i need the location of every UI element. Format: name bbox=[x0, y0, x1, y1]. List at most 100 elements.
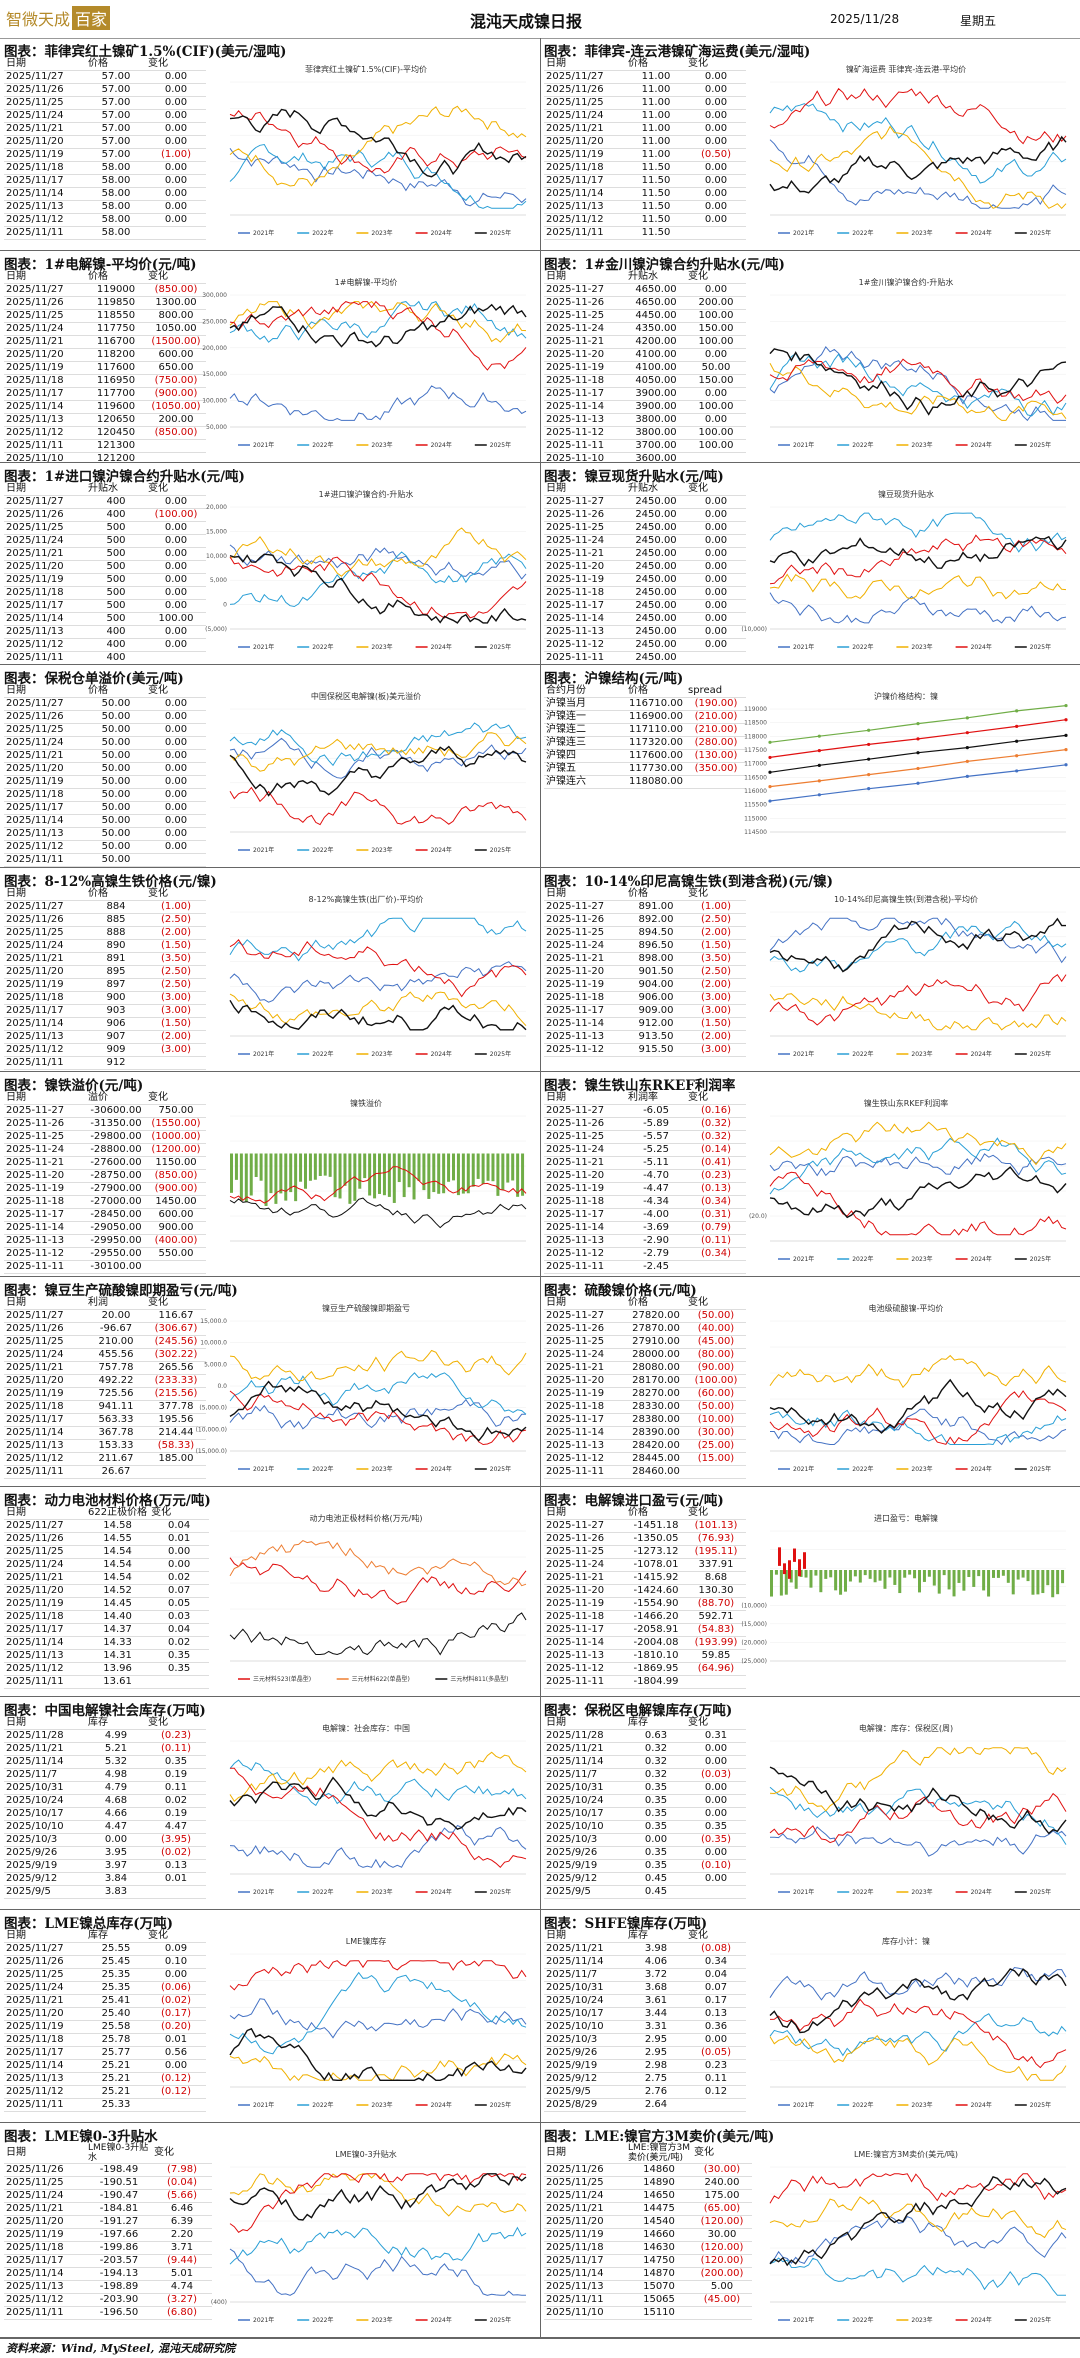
cell-label: 2025-11-14 bbox=[544, 612, 626, 626]
bar bbox=[456, 1153, 460, 1196]
cell-value: 0.04 bbox=[149, 1519, 210, 1533]
table-row: 2025-11-17 -2058.91 (54.83) bbox=[544, 1623, 746, 1637]
table-row: 2025-11-25 27910.00 (45.00) bbox=[544, 1335, 746, 1349]
column-header: 价格 bbox=[626, 1297, 686, 1310]
data-table: 日期 库存 变化 2025/11/21 3.98 (0.08) 2025/11/14 4.06… bbox=[544, 1930, 746, 2112]
bar bbox=[779, 1570, 783, 1596]
cell-value: 100.00 bbox=[686, 426, 746, 440]
cell-value: 0.35 bbox=[626, 1794, 686, 1808]
cell-label: 2025/11/14 bbox=[4, 1017, 86, 1031]
cell-value: -2.45 bbox=[626, 1260, 686, 1274]
table-row: 2025-11-20 2450.00 0.00 bbox=[544, 560, 746, 574]
table-row: 2025/11/17 58.00 0.00 bbox=[4, 174, 206, 188]
cell-value: 912 bbox=[86, 1056, 146, 1070]
cell-label: 2025/11/24 bbox=[4, 1981, 86, 1995]
legend-label: 2022年 bbox=[312, 2316, 333, 2324]
table-header-row: 日期 价格 变化 bbox=[544, 1507, 746, 1520]
legend-label: 2022年 bbox=[852, 2101, 873, 2109]
table-row: 2025-11-21 2450.00 0.00 bbox=[544, 547, 746, 561]
cell-label: 2025/9/26 bbox=[544, 2046, 626, 2060]
table-row: 2025/11/26 885 (2.50) bbox=[4, 913, 206, 927]
cell-value: (0.50) bbox=[686, 148, 746, 162]
table-row: 2025-11-11 28460.00 bbox=[544, 1465, 746, 1479]
cell-label: 2025-11-26 bbox=[544, 1117, 626, 1131]
cell-value: 400 bbox=[86, 495, 146, 509]
cell-value: 0.32 bbox=[626, 1742, 686, 1756]
cell-label: 2025/10/3 bbox=[4, 1833, 86, 1847]
cell-value: 5.00 bbox=[692, 2280, 752, 2294]
bar bbox=[234, 1153, 238, 1180]
table-row: 2025/11/26 -198.49 (7.98) bbox=[4, 2163, 212, 2177]
cell-value: (0.20) bbox=[146, 2020, 206, 2034]
cell-value: (0.16) bbox=[686, 1104, 746, 1118]
cell-value: 4650.00 bbox=[626, 283, 686, 297]
cell-value: 0.00 bbox=[686, 547, 746, 561]
cell-value: 11.00 bbox=[626, 83, 686, 97]
cell-value: 0.00 bbox=[686, 586, 746, 600]
cell-value bbox=[686, 226, 746, 240]
chart-title: 电池级硫酸镍-平均价 bbox=[869, 1303, 944, 1313]
series-line bbox=[769, 1378, 1067, 1434]
table-row: 2025/9/5 3.83 bbox=[4, 1885, 206, 1899]
cell-value: 0.00 bbox=[686, 534, 746, 548]
bar bbox=[481, 1153, 485, 1184]
legend-label: 2025年 bbox=[1030, 2101, 1051, 2109]
table-row: 2025-11-17 28380.00 (10.00) bbox=[544, 1413, 746, 1427]
table-row: 2025-11-11 -1804.99 bbox=[544, 1675, 746, 1689]
cell-value: 25.33 bbox=[86, 2098, 146, 2112]
bar bbox=[996, 1570, 1000, 1578]
cell-value: 0.63 bbox=[626, 1729, 686, 1743]
cell-value: (1.50) bbox=[146, 1017, 206, 1031]
cell-value: 1450.00 bbox=[146, 1195, 206, 1209]
column-header: 变化 bbox=[149, 1507, 210, 1520]
cell-value: 492.22 bbox=[86, 1374, 146, 1388]
cell-value: 0.00 bbox=[686, 1742, 746, 1756]
table-row: 2025-11-21 -5.11 (0.41) bbox=[544, 1156, 746, 1170]
cell-value: (100.00) bbox=[686, 1374, 746, 1388]
panel-p1: 图表：菲律宾红土镍矿1.5%(CIF)(美元/湿吨) 日期 价格 变化 2025/11/… bbox=[0, 38, 540, 251]
cell-label: 2025/9/26 bbox=[544, 1846, 626, 1860]
cell-value: 3.84 bbox=[86, 1872, 146, 1886]
cell-value: (302.22) bbox=[146, 1348, 206, 1362]
column-header: 变化 bbox=[146, 1930, 206, 1943]
table-row: 2025/11/19 25.58 (0.20) bbox=[4, 2020, 206, 2034]
cell-value: 58.00 bbox=[86, 187, 146, 201]
cell-value: 3900.00 bbox=[626, 400, 686, 414]
table-row: 2025/10/3 0.00 (0.35) bbox=[544, 1833, 746, 1847]
legend-label: 2024年 bbox=[431, 2101, 452, 2109]
cell-value: (2.00) bbox=[146, 1030, 206, 1044]
cell-label: 2025-11-24 bbox=[544, 534, 626, 548]
cell-label: 2025/11/27 bbox=[4, 1309, 86, 1323]
cell-label: 2025-11-13 bbox=[4, 1234, 86, 1248]
cell-label: 2025/11/20 bbox=[4, 2215, 86, 2229]
table-row: 2025-11-19 -1554.90 (88.70) bbox=[544, 1597, 746, 1611]
bar bbox=[516, 1153, 520, 1197]
table-row: 2025/11/17 563.33 195.56 bbox=[4, 1413, 206, 1427]
table-row: 2025-11-20 -28750.00 (850.00) bbox=[4, 1169, 206, 1183]
table-row: 2025/11/18 116950 (750.00) bbox=[4, 374, 206, 388]
series-line bbox=[769, 1171, 1067, 1236]
y-tick-label: 50,000 bbox=[206, 424, 227, 431]
legend-label: 2021年 bbox=[793, 229, 814, 237]
cell-label: 2025/10/24 bbox=[544, 1794, 626, 1808]
table-row: 2025-11-21 28080.00 (90.00) bbox=[544, 1361, 746, 1375]
series-point bbox=[817, 748, 821, 753]
cell-label: 2025/11/12 bbox=[4, 638, 86, 652]
table-row: 2025-11-18 4050.00 150.00 bbox=[544, 374, 746, 388]
cell-value: (10.00) bbox=[686, 1413, 746, 1427]
cell-value bbox=[686, 1885, 746, 1899]
table-row: 2025/9/5 0.45 bbox=[544, 1885, 746, 1899]
bar bbox=[788, 1560, 791, 1579]
table-row: 2025/11/14 906 (1.50) bbox=[4, 1017, 206, 1031]
cell-value: 20.00 bbox=[86, 1309, 146, 1323]
cell-label: 2025/11/20 bbox=[4, 1374, 86, 1388]
column-header: 变化 bbox=[152, 2143, 212, 2164]
data-table: 日期 利润率 变化 2025-11-27 -6.05 (0.16) 2025-11-26 -5… bbox=[544, 1092, 746, 1274]
bar bbox=[422, 1153, 426, 1191]
cell-label: 2025/11/12 bbox=[4, 840, 86, 854]
cell-value: 4.68 bbox=[86, 1794, 146, 1808]
cell-value: 30.00 bbox=[692, 2228, 752, 2242]
cell-label: 2025/11/19 bbox=[4, 361, 86, 375]
cell-value: -28800.00 bbox=[86, 1143, 146, 1157]
